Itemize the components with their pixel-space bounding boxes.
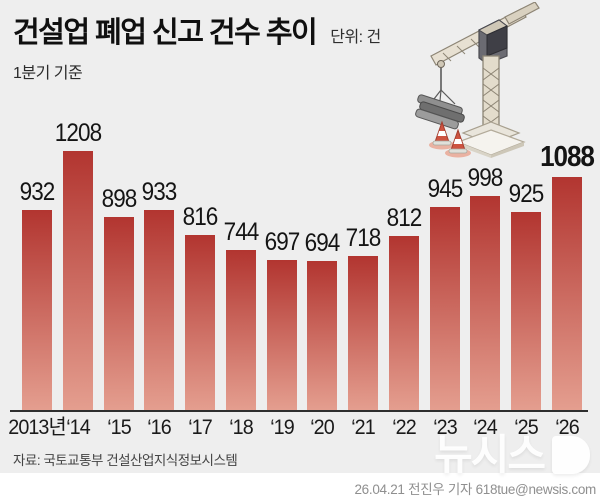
bar-‘21 bbox=[348, 256, 378, 410]
bar-‘23 bbox=[430, 207, 460, 410]
x-axis-label-‘22: ‘22 bbox=[392, 416, 416, 439]
bar-‘26 bbox=[552, 177, 582, 410]
x-axis-label-‘16: ‘16 bbox=[147, 416, 171, 439]
value-label-‘22: 812 bbox=[386, 204, 423, 232]
bar-‘15 bbox=[104, 217, 134, 410]
x-axis-line bbox=[10, 410, 588, 412]
unit-label: 단위: 건 bbox=[330, 29, 381, 46]
x-axis-label-‘21: ‘21 bbox=[351, 416, 375, 439]
value-label-‘14: 1208 bbox=[54, 119, 102, 147]
bar-‘18 bbox=[226, 250, 256, 410]
x-axis-label-‘17: ‘17 bbox=[188, 416, 212, 439]
tower-crane-icon bbox=[415, 1, 540, 158]
value-label-‘25: 925 bbox=[508, 180, 545, 208]
value-label-‘17: 816 bbox=[182, 203, 219, 231]
x-axis-label-‘18: ‘18 bbox=[229, 416, 253, 439]
value-label-‘18: 744 bbox=[223, 218, 260, 246]
value-label-2013년: 932 bbox=[19, 178, 56, 206]
bar-‘14 bbox=[63, 151, 93, 410]
bar-2013년 bbox=[22, 210, 52, 410]
x-axis-label-‘14: ‘14 bbox=[66, 416, 90, 439]
x-axis-label-‘24: ‘24 bbox=[473, 416, 497, 439]
bar-‘19 bbox=[267, 260, 297, 410]
bar-‘24 bbox=[470, 196, 500, 410]
tower-crane-illustration bbox=[395, 1, 575, 158]
value-label-‘24: 998 bbox=[467, 164, 504, 192]
x-axis-label-‘19: ‘19 bbox=[270, 416, 294, 439]
bar-‘17 bbox=[185, 235, 215, 410]
value-label-‘19: 697 bbox=[264, 228, 301, 256]
steel-beams-icon bbox=[415, 94, 465, 130]
x-axis-label-‘15: ‘15 bbox=[107, 416, 131, 439]
bar-‘16 bbox=[144, 210, 174, 410]
traffic-cone-icon bbox=[445, 128, 471, 158]
x-axis-label-2013년: 2013년 bbox=[8, 416, 66, 439]
traffic-cone-icon bbox=[429, 120, 455, 150]
page-title: 건설업 폐업 신고 건수 추이 bbox=[13, 17, 318, 49]
bar-chart-plot: 932 2013년 1208 ‘14 898 ‘15 933 ‘16 816 ‘17 744 ‘18 6… bbox=[8, 119, 595, 439]
header: 건설업 폐업 신고 건수 추이 단위: 건 1분기 기준 bbox=[13, 17, 453, 83]
byline-credit: 26.04.21 전진우 기자 618tue@newsis.com bbox=[354, 482, 596, 497]
x-axis-label-‘20: ‘20 bbox=[310, 416, 334, 439]
value-label-‘15: 898 bbox=[101, 185, 138, 213]
source-note: 자료: 국토교통부 건설산업지식정보시스템 bbox=[13, 453, 238, 468]
bar-‘22 bbox=[389, 236, 419, 410]
x-axis-label-‘23: ‘23 bbox=[433, 416, 457, 439]
value-label-‘16: 933 bbox=[141, 178, 178, 206]
bar-‘20 bbox=[307, 261, 337, 410]
x-axis-label-‘26: ‘26 bbox=[555, 416, 579, 439]
value-label-‘21: 718 bbox=[345, 224, 382, 252]
value-label-‘23: 945 bbox=[427, 175, 464, 203]
bar-‘25 bbox=[511, 212, 541, 410]
x-axis-label-‘25: ‘25 bbox=[514, 416, 538, 439]
subtitle: 1분기 기준 bbox=[13, 64, 83, 82]
value-label-‘26: 1088 bbox=[540, 141, 595, 173]
chart-background bbox=[0, 0, 600, 473]
value-label-‘20: 694 bbox=[304, 229, 341, 257]
